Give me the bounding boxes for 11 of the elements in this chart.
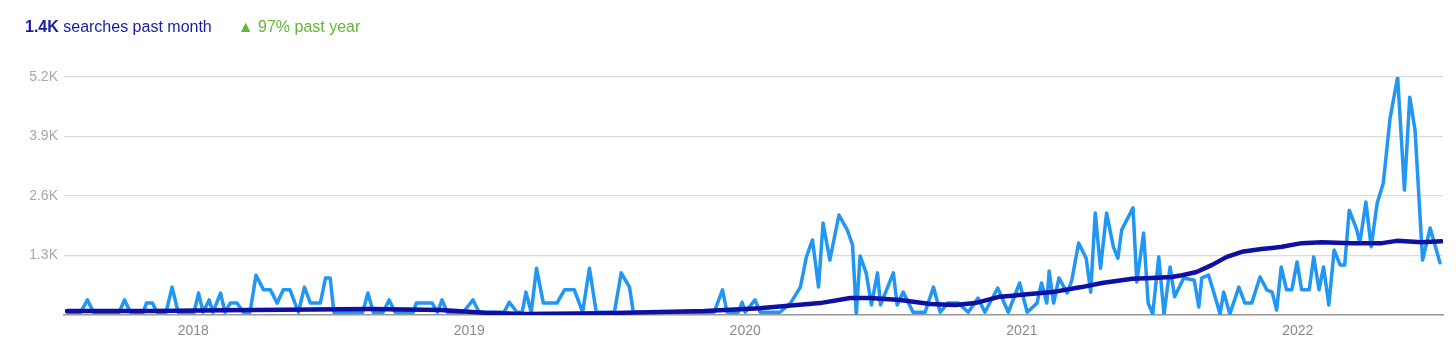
x-tick-label: 2021	[1006, 322, 1038, 339]
y-tick-label: 1.3K	[29, 246, 59, 263]
y-tick-label: 2.6K	[29, 186, 59, 203]
x-tick-label: 2019	[453, 322, 486, 339]
y-tick-label: 3.9K	[29, 127, 59, 144]
chart-subtitle: ▲ 97% past year	[237, 18, 361, 36]
x-tick-label: 2020	[729, 322, 761, 339]
chart-title: 1.4K searches past month	[25, 18, 212, 35]
x-tick-label: 2018	[177, 322, 210, 339]
x-tick-label: 2022	[1282, 322, 1314, 339]
y-tick-label: 5.2K	[29, 67, 59, 84]
